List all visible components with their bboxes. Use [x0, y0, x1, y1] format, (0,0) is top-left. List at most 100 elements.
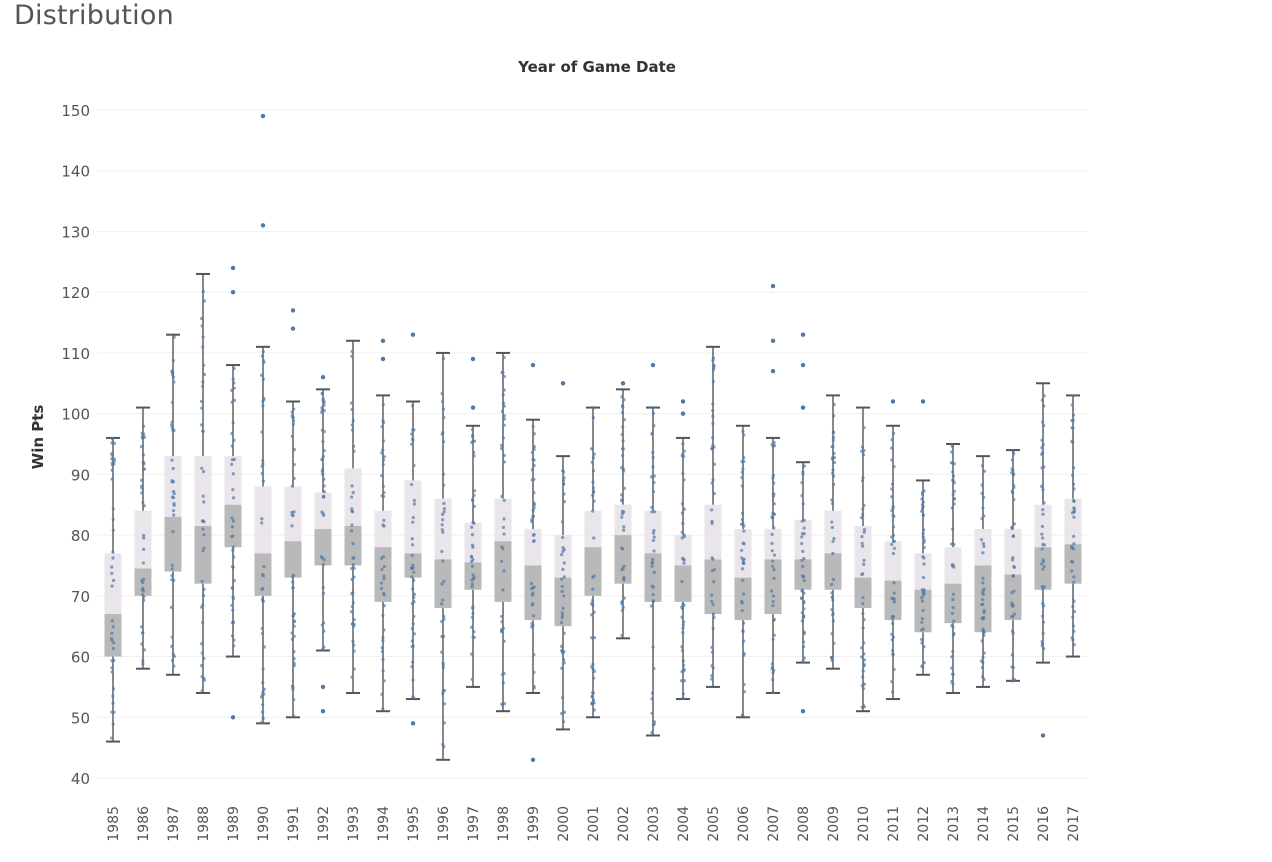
data-point [351, 491, 355, 495]
data-point [801, 575, 805, 579]
data-point [650, 432, 654, 436]
data-point [351, 563, 355, 567]
data-point [772, 617, 776, 622]
data-point [711, 478, 715, 482]
data-point [681, 659, 685, 663]
data-point [501, 393, 505, 397]
data-point [201, 380, 205, 384]
data-point [350, 592, 354, 596]
data-point [291, 419, 296, 423]
data-point [982, 615, 986, 620]
data-point [710, 677, 714, 681]
data-point [500, 620, 504, 624]
data-point [620, 411, 625, 415]
outlier-point [680, 399, 686, 404]
data-point [531, 509, 535, 513]
data-point [322, 629, 326, 633]
data-point [110, 666, 114, 670]
y-tick-label: 150 [61, 102, 90, 120]
data-point [350, 510, 355, 514]
points-1990 [260, 113, 267, 725]
data-point [532, 445, 536, 449]
data-point [710, 599, 714, 604]
data-point [410, 639, 414, 643]
data-point [201, 494, 205, 498]
data-point [230, 458, 234, 462]
points-1986 [139, 424, 147, 666]
data-point [980, 516, 984, 521]
points-1987 [169, 335, 177, 668]
data-point [530, 478, 534, 482]
data-point [1072, 580, 1076, 584]
data-point [652, 528, 656, 533]
data-point [201, 469, 206, 474]
data-point [1072, 599, 1076, 603]
y-tick-label: 130 [61, 223, 90, 241]
data-point [350, 495, 354, 499]
data-point [802, 579, 806, 583]
data-point [830, 498, 834, 502]
data-point [350, 523, 354, 527]
data-point [890, 638, 894, 642]
data-point [982, 609, 986, 613]
data-point [140, 431, 144, 435]
data-point [470, 427, 474, 432]
data-point [349, 401, 354, 405]
data-point [262, 687, 266, 691]
data-point [171, 358, 175, 363]
data-point [201, 620, 205, 625]
box-lower [704, 559, 722, 615]
x-tick-label: 2014 [976, 806, 992, 842]
data-point [262, 692, 266, 696]
data-point [621, 405, 625, 409]
data-point [110, 453, 115, 458]
data-point [531, 457, 535, 462]
data-point [500, 559, 504, 563]
data-point [742, 529, 746, 533]
data-point [562, 492, 566, 496]
data-point [681, 442, 685, 446]
data-point [681, 556, 685, 560]
data-point [1012, 564, 1016, 569]
data-point [711, 612, 716, 616]
data-point [982, 677, 986, 682]
data-point [652, 481, 656, 485]
data-point [141, 434, 145, 438]
data-point [171, 496, 176, 500]
data-point [681, 626, 685, 630]
x-tick-label: 1992 [316, 806, 332, 842]
data-point [500, 370, 504, 374]
data-point [380, 425, 384, 429]
data-point [921, 531, 925, 536]
data-point [230, 534, 234, 539]
box-lower [164, 516, 182, 572]
data-point [501, 436, 505, 440]
outlier-point [770, 368, 776, 374]
data-point [892, 600, 896, 604]
data-point [1010, 601, 1014, 605]
data-point [860, 655, 864, 659]
data-point [1042, 646, 1046, 651]
data-point [260, 587, 264, 591]
data-point [592, 669, 596, 673]
data-point [381, 421, 386, 425]
data-point [622, 486, 626, 490]
data-point [290, 575, 295, 579]
data-point [381, 555, 386, 559]
data-point [680, 530, 684, 534]
data-point [951, 682, 955, 686]
box-1992 [314, 388, 332, 652]
data-point [920, 596, 924, 600]
data-point [862, 618, 866, 622]
x-tick-label: 2015 [1006, 806, 1022, 842]
outlier-point [410, 332, 416, 337]
x-tick-label: 2013 [946, 806, 962, 842]
outlier-point [410, 721, 416, 726]
data-point [561, 606, 565, 610]
outlier-point [470, 356, 476, 362]
data-point [591, 489, 596, 494]
data-point [680, 648, 685, 653]
outlier-point [260, 113, 266, 119]
data-point [591, 662, 595, 666]
data-point [500, 614, 504, 619]
